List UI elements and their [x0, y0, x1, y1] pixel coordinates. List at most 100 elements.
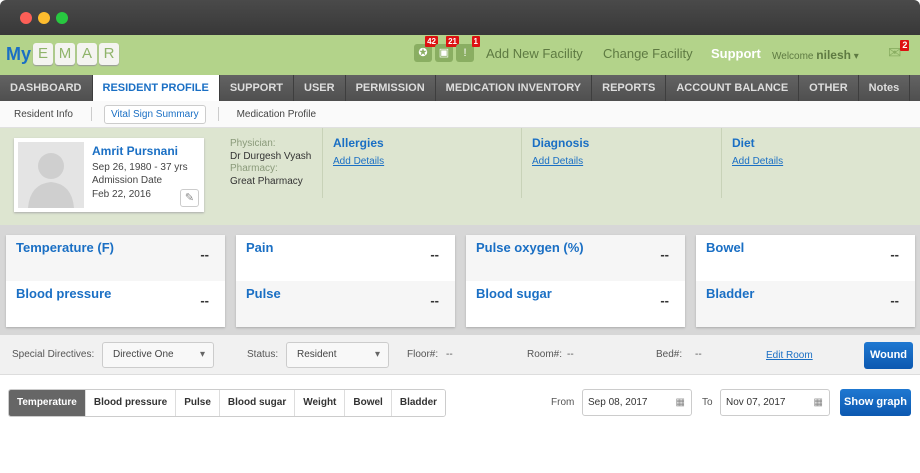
person-silhouette-icon	[28, 153, 74, 208]
graph-tabs: Temperature Blood pressure Pulse Blood s…	[8, 389, 447, 417]
nav-other[interactable]: OTHER	[799, 75, 859, 101]
vital-label: Pulse oxygen (%)	[476, 240, 584, 255]
add-diet-link[interactable]: Add Details	[732, 156, 784, 167]
tab-pulse[interactable]: Pulse	[176, 390, 220, 416]
divider	[90, 107, 92, 121]
to-label: To	[702, 397, 713, 408]
logo-text: My	[6, 43, 32, 64]
from-label: From	[551, 397, 575, 408]
tab-weight[interactable]: Weight	[295, 390, 346, 416]
show-graph-button[interactable]: Show graph	[840, 389, 911, 416]
nav-support[interactable]: SUPPORT	[220, 75, 295, 101]
logo-letter: A	[77, 43, 98, 65]
from-date-value: Sep 08, 2017	[588, 397, 648, 408]
from-date-input[interactable]: Sep 08, 2017 ▦	[582, 389, 692, 416]
calendar-icon[interactable]: ▦	[675, 397, 685, 408]
floor-value: --	[446, 349, 453, 360]
vital-card: Bowel -- Bladder --	[696, 235, 915, 327]
vital-value: --	[660, 293, 669, 308]
nav-account-balance[interactable]: ACCOUNT BALANCE	[666, 75, 800, 101]
mail-badge: 2	[900, 40, 910, 51]
vital-value: --	[890, 247, 899, 262]
notification-badge: 21	[446, 36, 459, 47]
add-diagnosis-link[interactable]: Add Details	[532, 156, 584, 167]
window-titlebar	[0, 0, 920, 35]
special-directives-select[interactable]: Directive One	[102, 342, 214, 368]
main-nav: DASHBOARD RESIDENT PROFILE SUPPORT USER …	[0, 75, 920, 101]
room-label: Room#:	[527, 349, 563, 360]
logo-letter: E	[33, 43, 54, 65]
bed-label: Bed#:	[656, 349, 683, 360]
maximize-window-button[interactable]	[56, 12, 68, 24]
change-facility-link[interactable]: Change Facility	[603, 46, 693, 61]
nav-permission[interactable]: PERMISSION	[346, 75, 436, 101]
vitals-summary: Temperature (F) -- Blood pressure -- Pain -…	[0, 225, 920, 335]
nav-resident-profile[interactable]: RESIDENT PROFILE	[92, 75, 220, 101]
nav-user[interactable]: USER	[294, 75, 346, 101]
sub-nav: Resident Info Vital Sign Summary Medicat…	[0, 101, 920, 128]
vital-card: Pain -- Pulse --	[236, 235, 455, 327]
close-window-button[interactable]	[20, 12, 32, 24]
vital-label: Bladder	[706, 286, 755, 301]
vital-label: Pulse	[246, 286, 281, 301]
to-date-input[interactable]: Nov 07, 2017 ▦	[720, 389, 830, 416]
vital-value: --	[430, 247, 439, 262]
vital-label: Pain	[246, 240, 274, 255]
diet-section: Diet Add Details	[721, 128, 793, 198]
notification-badge: 42	[425, 36, 438, 47]
resident-profile-panel: Amrit Pursnani Sep 26, 1980 - 37 yrs Adm…	[0, 128, 920, 225]
notification-badge: 1	[471, 36, 480, 47]
tab-bowel[interactable]: Bowel	[345, 390, 392, 416]
pharmacy-name: Great Pharmacy	[230, 175, 303, 187]
tab-blood-pressure[interactable]: Blood pressure	[85, 390, 177, 416]
room-value: --	[567, 349, 574, 360]
alert-list-icon[interactable]: ! 1	[456, 36, 480, 62]
admission-label: Admission Date	[92, 175, 163, 186]
status-select[interactable]: Resident	[286, 342, 389, 368]
edit-room-link[interactable]: Edit Room	[766, 350, 813, 361]
nav-reports[interactable]: REPORTS	[592, 75, 667, 101]
directives-bar: Special Directives: Directive One Status…	[0, 335, 920, 375]
add-allergies-link[interactable]: Add Details	[333, 156, 385, 167]
logo-letter: M	[55, 43, 76, 65]
runner-icon[interactable]: ✪ 42	[414, 36, 438, 62]
resident-name[interactable]: Amrit Pursnani	[92, 144, 179, 158]
user-menu[interactable]: Welcome nilesh ▾	[772, 48, 859, 62]
pencil-icon[interactable]: ✎	[180, 189, 199, 207]
vital-label: Temperature (F)	[16, 240, 114, 255]
section-title: Diet	[732, 136, 755, 150]
vital-label: Bowel	[706, 240, 745, 255]
calendar-icon[interactable]: ▦	[813, 397, 823, 408]
nav-medication-inventory[interactable]: MEDICATION INVENTORY	[436, 75, 593, 101]
diagnosis-section: Diagnosis Add Details	[521, 128, 599, 198]
minimize-window-button[interactable]	[38, 12, 50, 24]
tab-blood-sugar[interactable]: Blood sugar	[219, 390, 296, 416]
logo-letter: R	[99, 43, 120, 65]
tab-temperature[interactable]: Temperature	[9, 390, 86, 416]
user-name: nilesh	[816, 48, 851, 62]
nav-notes[interactable]: Notes	[859, 75, 911, 101]
nav-dashboard[interactable]: DASHBOARD	[0, 75, 93, 101]
avatar	[18, 142, 84, 208]
admission-date: Feb 22, 2016	[92, 189, 151, 200]
vital-value: --	[430, 293, 439, 308]
status-label: Status:	[247, 349, 279, 360]
bed-value: --	[695, 349, 702, 360]
mail-icon[interactable]: ✉ 2	[888, 40, 910, 62]
box-icon[interactable]: ▣ 21	[435, 36, 459, 62]
to-date-value: Nov 07, 2017	[726, 397, 786, 408]
wound-button[interactable]: Wound	[864, 342, 913, 369]
physician-name: Dr Durgesh Vyash	[230, 150, 312, 162]
tab-resident-info[interactable]: Resident Info	[14, 108, 73, 120]
logo[interactable]: My E M A R	[6, 43, 121, 65]
vital-value: --	[660, 247, 669, 262]
tab-vital-sign-summary[interactable]: Vital Sign Summary	[103, 104, 206, 124]
vital-value: --	[890, 293, 899, 308]
chevron-down-icon: ▾	[853, 51, 859, 62]
support-link[interactable]: Support	[711, 46, 761, 61]
physician-label: Physician:	[230, 138, 276, 149]
tab-medication-profile[interactable]: Medication Profile	[236, 108, 317, 120]
resident-dob: Sep 26, 1980 - 37 yrs	[92, 162, 188, 173]
tab-bladder[interactable]: Bladder	[391, 390, 446, 416]
add-facility-link[interactable]: Add New Facility	[486, 46, 583, 61]
